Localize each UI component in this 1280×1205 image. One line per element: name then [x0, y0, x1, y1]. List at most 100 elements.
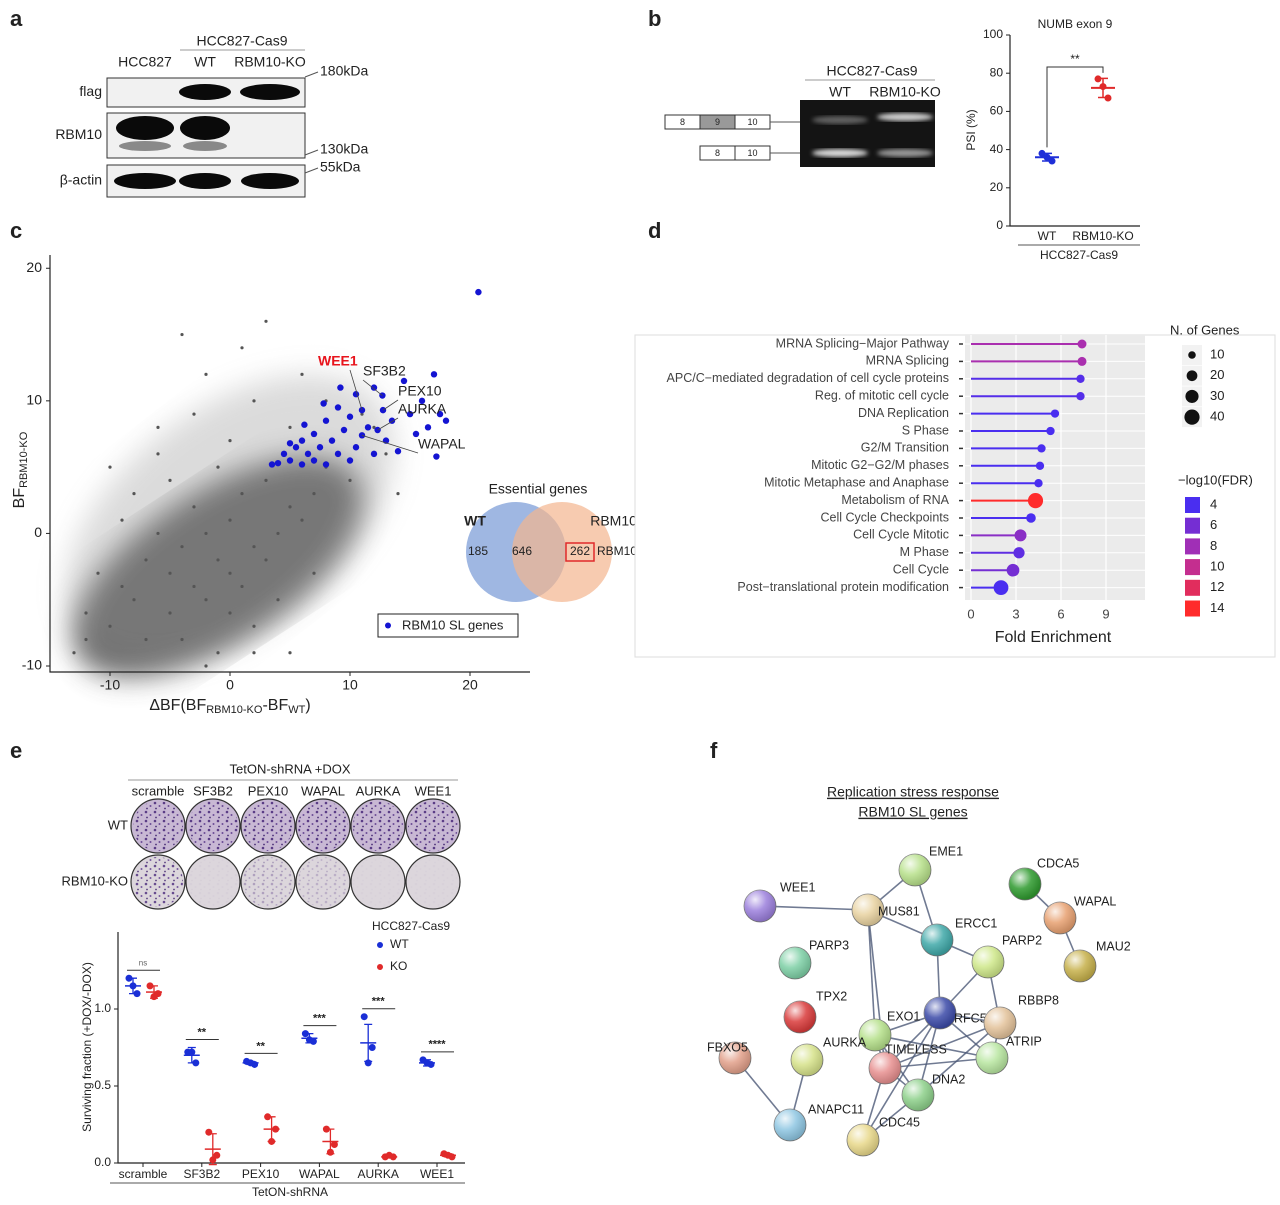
blot-row-label: β-actin [60, 172, 102, 188]
lollipop-head [1026, 513, 1036, 523]
legend-marker [385, 622, 391, 629]
sl-gene-point [475, 288, 482, 296]
gene-point [396, 492, 400, 496]
x-axis-label-part: RBM10-KO [206, 704, 263, 716]
network-edge [867, 909, 876, 1036]
annotation: PEX10 [398, 383, 442, 399]
annotation-leader [382, 399, 399, 411]
panel-frame [634, 334, 1276, 658]
venn-count: 185 [468, 544, 488, 558]
network-edge [884, 1022, 1001, 1069]
colony-column-label: SF3B2 [193, 783, 233, 798]
gene-point [240, 584, 244, 589]
colonies [353, 801, 403, 851]
marker-tick [304, 149, 319, 156]
exon-label: 10 [747, 148, 757, 158]
category-label: Cell Cycle Checkpoints [820, 510, 949, 524]
chart-title: NUMB exon 9 [1038, 17, 1113, 31]
y-axis-label: Surviving fraction (+DOX/-DOX) [80, 962, 94, 1132]
sl-gene-point [304, 450, 312, 458]
sl-gene-point [430, 371, 438, 378]
legend-label: 14 [1210, 600, 1224, 615]
sl-gene-point [328, 437, 336, 444]
node-label: PARP2 [1002, 933, 1042, 947]
gene-point [168, 571, 172, 575]
network-title: RBM10 SL genes [858, 804, 967, 820]
node-shine [859, 1019, 891, 1051]
category-label: APC/C−mediated degradation of cell cycle… [667, 371, 949, 385]
node-shine [744, 890, 776, 922]
lane-label: RBM10-KO [234, 54, 306, 70]
gene-point [360, 412, 364, 416]
legend-color [1185, 559, 1200, 576]
gel-header: HCC827-Cas9 [826, 63, 917, 79]
legend-label: WT [390, 937, 409, 951]
gene-point [372, 425, 376, 429]
legend-size [1186, 370, 1198, 382]
gene-point [252, 399, 256, 403]
sl-gene-point [268, 461, 276, 468]
marker-label: 180kDa [320, 63, 368, 79]
lollipop-head [1014, 529, 1027, 542]
gene-point [204, 664, 208, 668]
panel-label: a [10, 6, 23, 31]
gene-point [228, 439, 232, 443]
node-shine [984, 1007, 1016, 1039]
legend-label: 8 [1210, 538, 1217, 553]
category-label: MRNA Splicing−Major Pathway [776, 336, 950, 350]
data-point [213, 1151, 221, 1159]
x-tick-label: SF3B2 [183, 1167, 220, 1181]
x-tick-label: 0 [967, 606, 974, 621]
gene-point [168, 611, 172, 615]
node-label: FBXO5 [707, 1040, 748, 1054]
blot-band [119, 141, 171, 151]
x-tick-label: PEX10 [242, 1167, 280, 1181]
colony-column-label: scramble [132, 783, 185, 798]
error-bar [1042, 152, 1052, 162]
y-tick-label: 60 [990, 104, 1004, 118]
sl-gene-point [346, 413, 354, 420]
y-tick-label: 1.0 [94, 1001, 111, 1015]
colonies [188, 801, 238, 851]
gene-point [180, 332, 184, 337]
sl-gene-point [274, 459, 282, 467]
sl-gene-point [316, 444, 324, 451]
sl-gene-point [334, 450, 342, 458]
gene-point [216, 465, 220, 469]
node-label: WAPAL [1074, 894, 1116, 908]
colony-column-label: WEE1 [415, 783, 452, 798]
node-label: EME1 [929, 844, 963, 858]
sl-gene-point [301, 421, 308, 428]
legend-size [1188, 351, 1196, 359]
sl-gene-point [400, 377, 408, 385]
sl-gene-point [352, 444, 360, 451]
legend-title: HCC827-Cas9 [372, 919, 450, 933]
node-shine [924, 997, 956, 1029]
y-tick-label: 40 [990, 142, 1004, 156]
significance-bracket [1046, 66, 1104, 148]
gene-point [216, 651, 220, 655]
legend-label: 12 [1210, 579, 1224, 594]
node-label: ERCC1 [955, 916, 997, 930]
legend-marker [377, 942, 383, 948]
sl-gene-point [310, 430, 318, 438]
node-label: DNA2 [932, 1072, 965, 1086]
significance: **** [428, 1039, 446, 1051]
gene-point [192, 412, 196, 416]
colony-column-label: AURKA [356, 783, 401, 798]
error-bar [1098, 77, 1108, 99]
axes [117, 932, 465, 1164]
node-label: RBBP8 [1018, 993, 1059, 1007]
error-bar [150, 985, 158, 999]
node-shine [902, 1079, 934, 1111]
y-tick-label: 80 [990, 65, 1004, 79]
blot-band [180, 116, 230, 140]
node-label: ATRIP [1006, 1034, 1042, 1048]
blot-band [241, 173, 299, 189]
venn-title: Essential genes [489, 481, 588, 497]
network-edge [917, 1022, 1001, 1096]
gene-point [276, 531, 280, 536]
gene-point [348, 478, 352, 482]
node-label: AURKA [823, 1035, 867, 1049]
legend-label: 20 [1210, 367, 1224, 382]
